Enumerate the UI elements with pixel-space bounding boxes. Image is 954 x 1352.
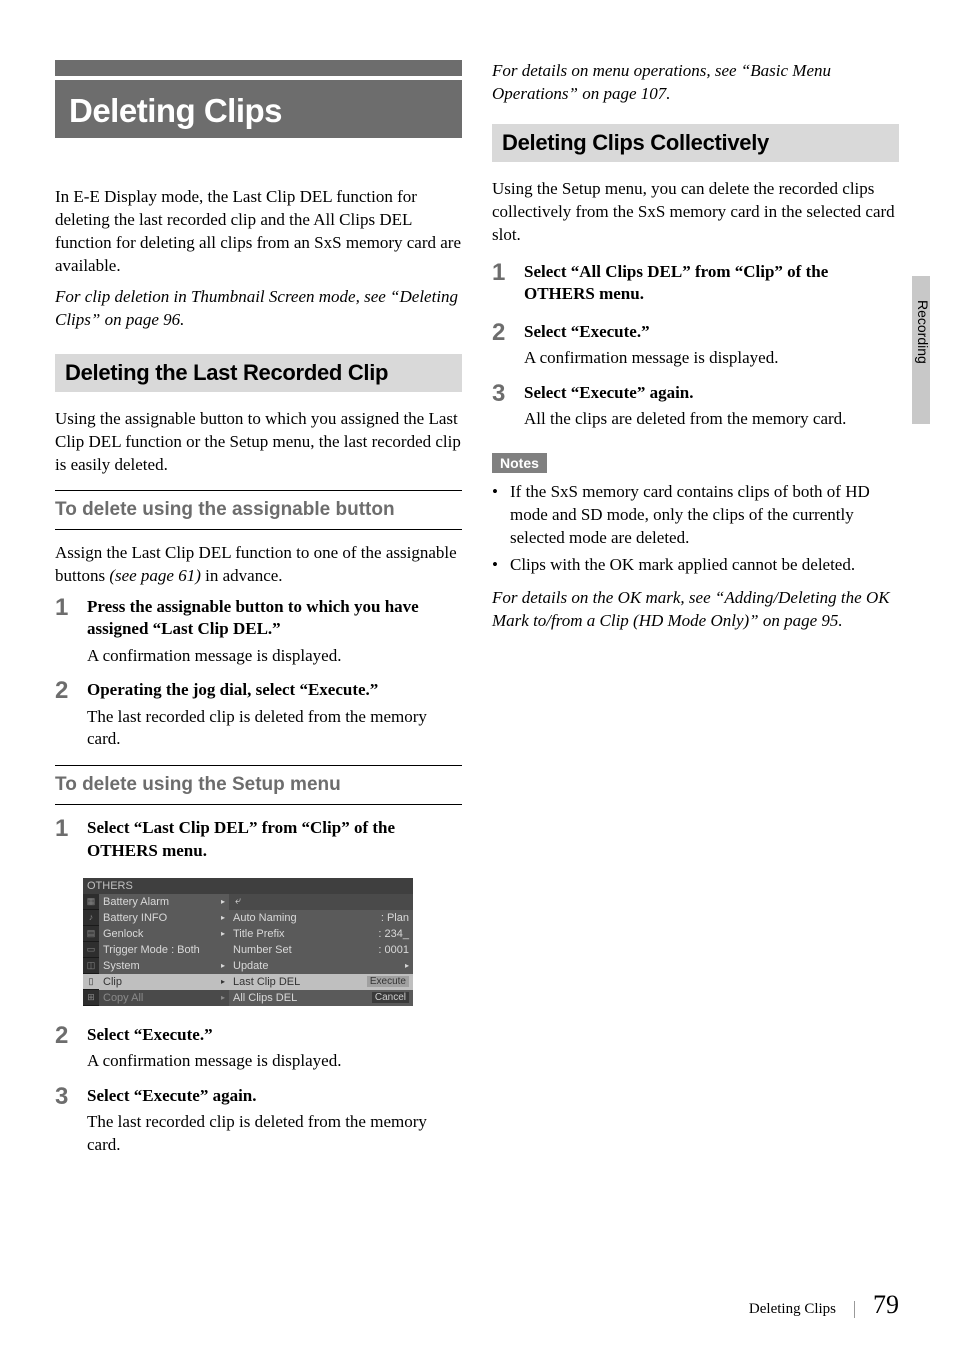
sub1-title: To delete using the assignable button — [55, 499, 462, 521]
menu-icon-column: ▦ ♪ ▤ ▭ ◫ ▯ ⊞ — [83, 894, 99, 1006]
step-text: A confirmation message is displayed. — [524, 347, 899, 370]
menu-return-icon: ⤶ — [229, 894, 413, 910]
note-text: If the SxS memory card contains clips of… — [510, 481, 899, 550]
step: 3 Select “Execute” again. The last recor… — [55, 1085, 462, 1157]
step-text: The last recorded clip is deleted from t… — [87, 706, 462, 752]
menu-title: OTHERS — [83, 878, 413, 894]
chapter-heading: Deleting Clips — [55, 60, 462, 138]
footer-title: Deleting Clips — [749, 1301, 855, 1318]
menu-left-item: Clip▸ — [99, 974, 229, 990]
right-tab-label: Recording — [915, 300, 931, 364]
menu-icon: ▦ — [83, 894, 99, 910]
menu-right-item: Number Set: 0001 — [229, 942, 413, 958]
chapter-title: Deleting Clips — [69, 92, 448, 130]
step-head: Press the assignable button to which you… — [87, 596, 462, 640]
step-head: Select “Last Clip DEL” from “Clip” of th… — [87, 817, 462, 861]
menu-icon: ♪ — [83, 910, 99, 926]
note-bullet: •If the SxS memory card contains clips o… — [492, 481, 899, 550]
menu-left-item: Copy All▸ — [99, 990, 229, 1006]
footer-page-number: 79 — [873, 1290, 899, 1320]
right-top-note: For details on menu operations, see “Bas… — [492, 60, 899, 106]
step-text: A confirmation message is displayed. — [87, 1050, 462, 1073]
footer: Deleting Clips 79 — [749, 1290, 899, 1320]
step-text: A confirmation message is displayed. — [87, 645, 462, 668]
menu-right-item: Auto Naming: Plan — [229, 910, 413, 926]
menu-left-item: System▸ — [99, 958, 229, 974]
step-number: 1 — [55, 596, 73, 667]
menu-left-item: Battery Alarm▸ — [99, 894, 229, 910]
step-head: Select “Execute” again. — [524, 382, 899, 404]
notes-label: Notes — [492, 453, 547, 473]
sub1-text-b: (see page 61) — [109, 566, 201, 585]
others-menu-screenshot: OTHERS ▦ ♪ ▤ ▭ ◫ ▯ ⊞ Battery Alarm▸Batte… — [83, 878, 413, 1006]
menu-left-item: Battery INFO▸ — [99, 910, 229, 926]
section2-title: Deleting Clips Collectively — [502, 130, 889, 156]
step-text: All the clips are deleted from the memor… — [524, 408, 899, 431]
intro-note: For clip deletion in Thumbnail Screen mo… — [55, 286, 462, 332]
step: 1 Select “All Clips DEL” from “Clip” of … — [492, 261, 899, 309]
sub1-paragraph: Assign the Last Clip DEL function to one… — [55, 542, 462, 588]
subheading: To delete using the Setup menu — [55, 765, 462, 805]
step: 3 Select “Execute” again. All the clips … — [492, 382, 899, 431]
menu-icon: ◫ — [83, 958, 99, 974]
subheading: To delete using the assignable button — [55, 490, 462, 530]
step-number: 2 — [55, 1024, 73, 1073]
step: 1 Select “Last Clip DEL” from “Clip” of … — [55, 817, 462, 865]
note-bullet: • Clips with the OK mark applied cannot b… — [492, 554, 899, 577]
menu-icon: ▯ — [83, 974, 99, 990]
menu-right-item: Last Clip DELExecute — [229, 974, 413, 990]
section-heading: Deleting the Last Recorded Clip — [55, 354, 462, 392]
step-text: The last recorded clip is deleted from t… — [87, 1111, 462, 1157]
sub1-text-c: in advance. — [201, 566, 283, 585]
step-head: Select “Execute” again. — [87, 1085, 462, 1107]
step-head: Operating the jog dial, select “Execute.… — [87, 679, 462, 701]
menu-icon: ▤ — [83, 926, 99, 942]
menu-right-item: Update▸ — [229, 958, 413, 974]
step-number: 1 — [492, 261, 510, 309]
step-head: Select “All Clips DEL” from “Clip” of th… — [524, 261, 899, 305]
step: 2 Select “Execute.” A confirmation messa… — [55, 1024, 462, 1073]
step-number: 2 — [55, 679, 73, 751]
step-head: Select “Execute.” — [87, 1024, 462, 1046]
section2-paragraph: Using the Setup menu, you can delete the… — [492, 178, 899, 247]
sub2-title: To delete using the Setup menu — [55, 774, 462, 796]
step: 2 Operating the jog dial, select “Execut… — [55, 679, 462, 751]
menu-left-item: Genlock▸ — [99, 926, 229, 942]
step-number: 2 — [492, 321, 510, 370]
section-heading: Deleting Clips Collectively — [492, 124, 899, 162]
step-number: 3 — [55, 1085, 73, 1157]
intro-paragraph: In E-E Display mode, the Last Clip DEL f… — [55, 186, 462, 278]
step-head: Select “Execute.” — [524, 321, 899, 343]
menu-left-item: Trigger Mode : Both — [99, 942, 229, 958]
menu-left-column: Battery Alarm▸Battery INFO▸Genlock▸Trigg… — [99, 894, 229, 1006]
bullet-dot: • — [492, 554, 502, 577]
section-title: Deleting the Last Recorded Clip — [65, 360, 452, 386]
right-bottom-note: For details on the OK mark, see “Adding/… — [492, 587, 899, 633]
menu-icon: ▭ — [83, 942, 99, 958]
step: 1 Press the assignable button to which y… — [55, 596, 462, 667]
step: 2 Select “Execute.” A confirmation messa… — [492, 321, 899, 370]
step-number: 3 — [492, 382, 510, 431]
menu-icon: ⊞ — [83, 990, 99, 1006]
note-text: Clips with the OK mark applied cannot be… — [510, 554, 855, 577]
menu-right-item: All Clips DELCancel — [229, 990, 413, 1006]
step-number: 1 — [55, 817, 73, 865]
menu-right-column: ⤶Auto Naming: PlanTitle Prefix: 234_Numb… — [229, 894, 413, 1006]
bullet-dot: • — [492, 481, 502, 550]
section1-paragraph: Using the assignable button to which you… — [55, 408, 462, 477]
menu-right-item: Title Prefix: 234_ — [229, 926, 413, 942]
